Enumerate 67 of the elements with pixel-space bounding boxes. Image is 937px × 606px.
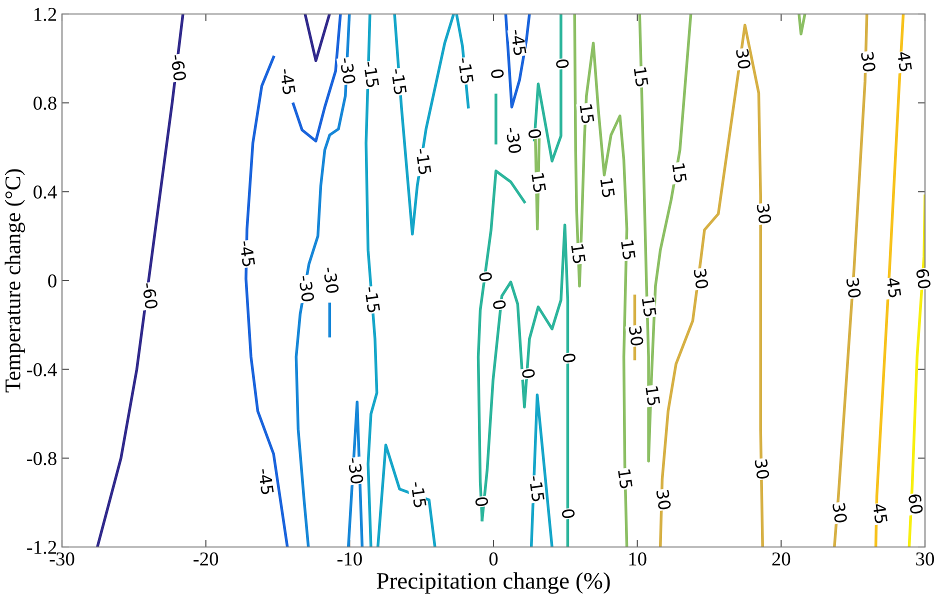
annotation: -30 (340, 57, 356, 84)
x-tick-label: -20 (194, 552, 218, 566)
annotation: 60 (908, 494, 924, 514)
annotation: 15 (645, 386, 660, 406)
annotation: 30 (754, 458, 770, 480)
annotation: 45 (872, 503, 888, 524)
x-tick-label: -30 (50, 552, 74, 566)
annotation: 0 (562, 352, 576, 364)
annotation: -15 (410, 481, 426, 508)
y-tick-label: 1.2 (34, 8, 56, 22)
annotation: 30 (756, 204, 772, 224)
annotation: -30 (506, 126, 522, 154)
annotation: 0 (492, 300, 506, 310)
annotation: 0 (528, 128, 542, 139)
annotation: 30 (656, 490, 672, 510)
annotation: 30 (736, 48, 751, 70)
annotation: 15 (531, 173, 546, 193)
annotation: 0 (556, 58, 570, 69)
x-tick-label: -10 (337, 552, 362, 566)
annotation: 15 (600, 178, 615, 198)
annotation: 0 (474, 496, 489, 507)
annotation: 30 (860, 52, 876, 72)
annotation: 30 (832, 502, 848, 524)
y-tick-label: 0 (48, 274, 56, 288)
annotation: 0 (522, 368, 536, 379)
annotation: -60 (142, 282, 158, 310)
annotation: -60 (170, 54, 186, 82)
annotation: 30 (694, 268, 709, 290)
annotation: 45 (897, 51, 912, 72)
x-axis-title: Precipitation change (%) (376, 572, 610, 594)
annotation: -45 (280, 68, 296, 95)
x-tick-label: 10 (629, 552, 646, 566)
annotation: 0 (490, 68, 504, 79)
annotation: -15 (416, 148, 432, 175)
x-tick-label: 30 (916, 552, 934, 566)
annotation: -45 (510, 29, 526, 56)
annotation: -15 (364, 286, 380, 313)
y-tick-label: -1.2 (27, 540, 56, 554)
annotation: -15 (363, 61, 380, 88)
annotation: -15 (528, 475, 545, 502)
y-tick-label: -0.4 (27, 363, 57, 376)
annotation: -30 (348, 457, 364, 484)
annotation: 0 (478, 272, 492, 282)
annotation: -30 (323, 266, 340, 294)
annotation: 60 (916, 268, 931, 290)
annotation: 15 (642, 297, 656, 317)
annotation: 15 (618, 469, 633, 489)
annotation: 15 (620, 240, 636, 260)
annotation: -30 (298, 275, 315, 302)
y-axis-title: Temperature change (°C) (4, 169, 25, 392)
annotation: -15 (458, 57, 474, 84)
annotation: 0 (561, 508, 576, 519)
annotation: -15 (390, 68, 407, 95)
annotation: 15 (580, 104, 594, 124)
annotation: -45 (258, 468, 274, 495)
x-tick-label: 20 (772, 552, 790, 566)
y-tick-label: 0.8 (34, 96, 56, 110)
x-tick-label: 0 (489, 552, 498, 566)
annotation: 15 (634, 67, 648, 87)
y-tick-label: 0.4 (34, 185, 57, 199)
annotation: 30 (846, 278, 862, 298)
annotation: 15 (672, 163, 687, 183)
annotation: 30 (628, 326, 644, 346)
annotation: 45 (886, 277, 902, 298)
annotation: -45 (239, 240, 256, 267)
annotation: 15 (570, 244, 586, 264)
y-tick-label: -0.8 (27, 452, 56, 466)
